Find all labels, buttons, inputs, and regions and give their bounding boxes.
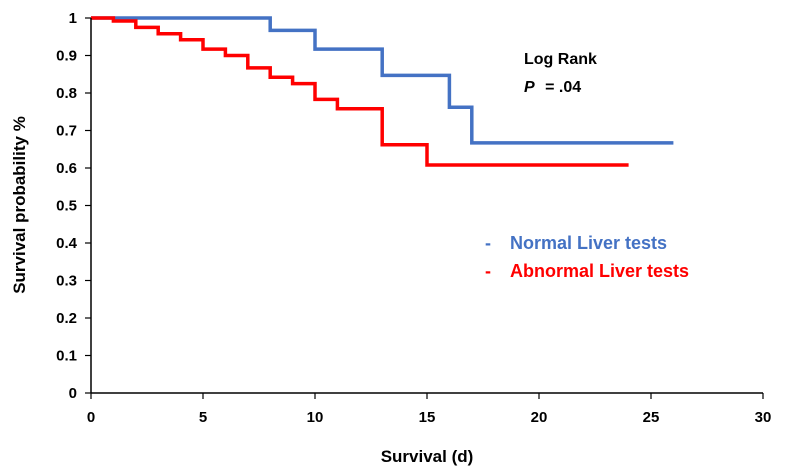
x-tick-label: 0 (87, 409, 95, 426)
annotation-p-value: P = .04 (524, 79, 581, 96)
legend: - Normal Liver tests Abnormal Liver test… (485, 233, 689, 281)
x-tick-label: 20 (531, 409, 548, 426)
y-tick-label: 0.9 (56, 48, 77, 65)
legend-marker-abnormal-dash: - (485, 261, 491, 281)
p-label: P (524, 79, 535, 96)
x-tick-label: 5 (199, 409, 207, 426)
y-axis-title: Survival probability % (10, 116, 29, 294)
legend-label-normal: Normal Liver tests (510, 233, 667, 253)
x-tick-label: 30 (755, 409, 772, 426)
y-tick-label: 0.1 (56, 348, 77, 365)
y-tick-label: 0.3 (56, 273, 77, 290)
legend-entry-abnormal: Abnormal Liver tests - Abnormal Liver te… (485, 261, 689, 281)
series-line-1 (91, 16, 629, 167)
legend-label-abnormal: Abnormal Liver tests (510, 261, 689, 281)
y-tick-label: 0.8 (56, 85, 77, 102)
y-tick-label: 0.2 (56, 310, 77, 327)
y-axis-ticks: 0 0.1 0.2 0.3 0.4 0.5 0.6 0.7 0.8 0.9 1 (56, 10, 91, 402)
x-tick-label: 10 (307, 409, 324, 426)
legend-entry-normal: - Normal Liver tests (485, 233, 667, 253)
x-tick-label: 25 (643, 409, 660, 426)
y-tick-label: 1 (69, 10, 77, 27)
x-axis-ticks: 0 5 10 15 20 25 30 (87, 393, 772, 426)
p-value: = .04 (545, 79, 581, 96)
axes (90, 18, 763, 394)
y-tick-label: 0.5 (56, 198, 77, 215)
y-tick-label: 0 (69, 385, 77, 402)
legend-marker-normal: - (485, 233, 491, 253)
y-tick-label: 0.4 (56, 235, 78, 252)
x-axis-title: Survival (d) (381, 447, 474, 466)
series-line-0 (91, 16, 674, 145)
annotation-log-rank: Log Rank (524, 51, 597, 68)
y-tick-label: 0.6 (56, 160, 77, 177)
series-layer (91, 16, 674, 167)
x-tick-label: 15 (419, 409, 436, 426)
y-tick-label: 0.7 (56, 123, 77, 140)
